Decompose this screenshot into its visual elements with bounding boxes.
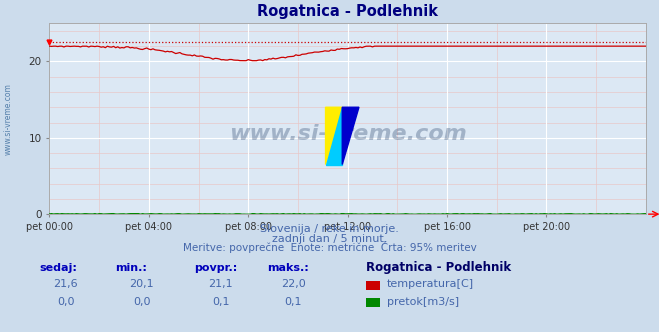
- Text: 0,1: 0,1: [212, 297, 229, 307]
- Text: 21,6: 21,6: [53, 279, 78, 289]
- Title: Rogatnica - Podlehnik: Rogatnica - Podlehnik: [257, 4, 438, 19]
- Text: sedaj:: sedaj:: [40, 263, 77, 273]
- Text: Rogatnica - Podlehnik: Rogatnica - Podlehnik: [366, 261, 511, 274]
- Text: maks.:: maks.:: [267, 263, 308, 273]
- Polygon shape: [326, 107, 342, 164]
- Text: pretok[m3/s]: pretok[m3/s]: [387, 297, 459, 307]
- Text: 21,1: 21,1: [208, 279, 233, 289]
- Text: min.:: min.:: [115, 263, 147, 273]
- Text: temperatura[C]: temperatura[C]: [387, 279, 474, 289]
- Text: Slovenija / reke in morje.: Slovenija / reke in morje.: [260, 224, 399, 234]
- Text: 0,0: 0,0: [133, 297, 150, 307]
- Text: 0,1: 0,1: [285, 297, 302, 307]
- Text: www.si-vreme.com: www.si-vreme.com: [3, 83, 13, 155]
- Text: povpr.:: povpr.:: [194, 263, 238, 273]
- Polygon shape: [342, 107, 359, 164]
- Text: 0,0: 0,0: [57, 297, 74, 307]
- Polygon shape: [326, 107, 342, 164]
- Text: 20,1: 20,1: [129, 279, 154, 289]
- Text: 22,0: 22,0: [281, 279, 306, 289]
- Text: www.si-vreme.com: www.si-vreme.com: [229, 124, 467, 144]
- Text: Meritve: povprečne  Enote: metrične  Črta: 95% meritev: Meritve: povprečne Enote: metrične Črta:…: [183, 241, 476, 253]
- Text: zadnji dan / 5 minut.: zadnji dan / 5 minut.: [272, 234, 387, 244]
